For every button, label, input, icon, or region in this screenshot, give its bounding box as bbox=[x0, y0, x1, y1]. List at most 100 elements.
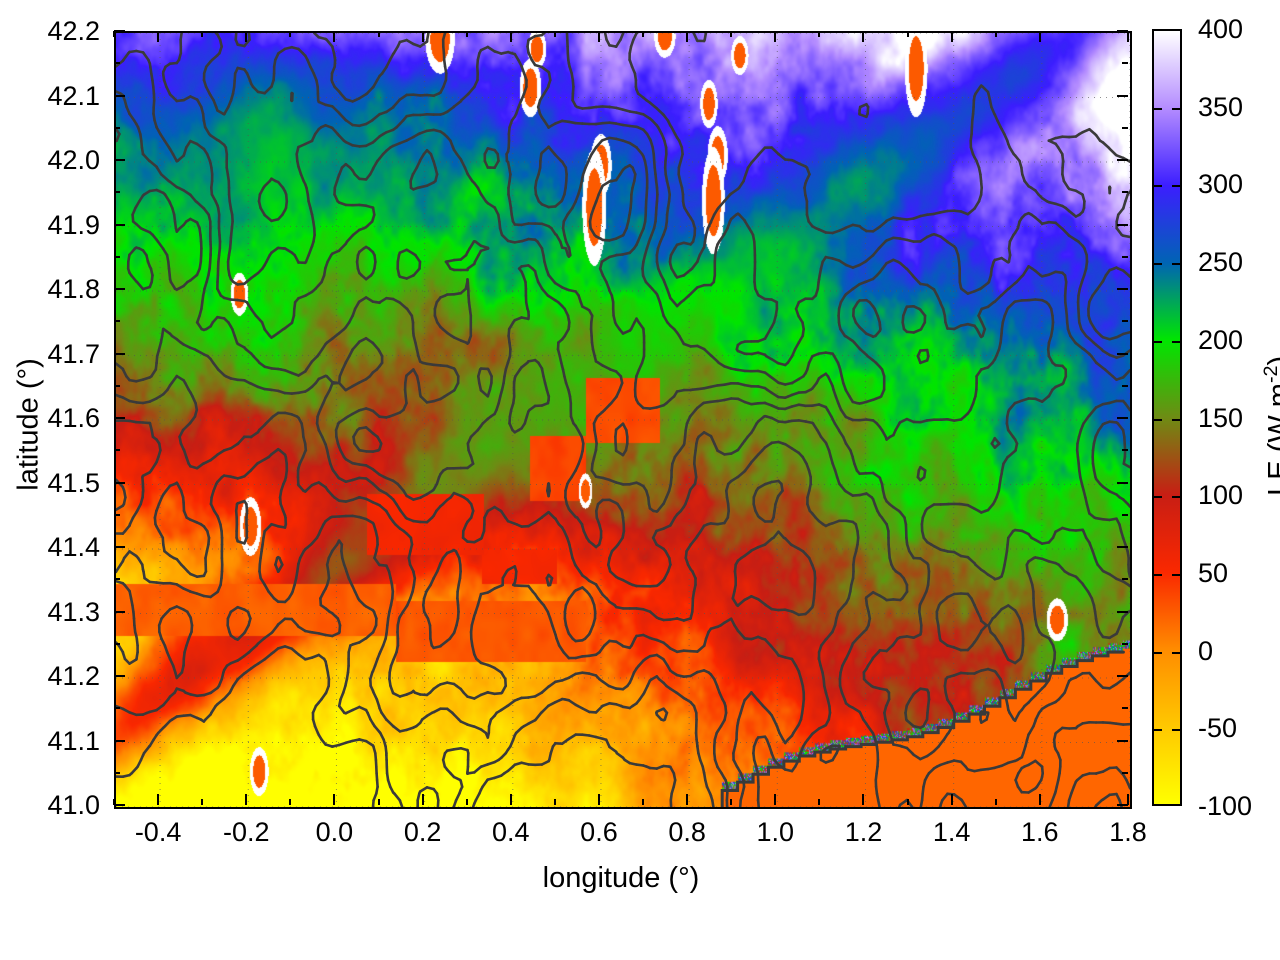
colorbar-tick-label: 50 bbox=[1198, 557, 1229, 588]
x-tick-major bbox=[1038, 794, 1041, 805]
x-tick-major-top bbox=[333, 31, 336, 42]
grid-lines bbox=[116, 33, 1130, 807]
x-tick-major bbox=[245, 794, 248, 805]
x-tick-major bbox=[686, 794, 689, 805]
y-tick-label: 41.8 bbox=[47, 274, 100, 304]
y-tick-major-right bbox=[1117, 546, 1128, 548]
y-tick-minor-right bbox=[1122, 384, 1128, 387]
y-tick-minor bbox=[114, 771, 120, 774]
y-tick-minor bbox=[114, 126, 120, 129]
colorbar-tick-label: 350 bbox=[1198, 91, 1244, 122]
x-tick-major-top bbox=[774, 31, 777, 42]
x-tick-minor bbox=[906, 799, 909, 805]
colorbar-tick bbox=[1154, 418, 1162, 421]
x-tick-minor-top bbox=[201, 31, 204, 37]
x-tick-major bbox=[421, 794, 424, 805]
y-tick-minor-right bbox=[1122, 707, 1128, 710]
x-tick-major bbox=[774, 794, 777, 805]
y-tick-minor bbox=[114, 707, 120, 710]
y-tick-label: 42.1 bbox=[47, 80, 100, 111]
colorbar-tick bbox=[1154, 107, 1162, 110]
colorbar-tick bbox=[1172, 185, 1180, 188]
x-tick-label: 0.8 bbox=[668, 817, 706, 847]
y-tick-major bbox=[114, 546, 125, 548]
y-tick-major bbox=[114, 739, 125, 742]
y-tick-major bbox=[114, 417, 125, 419]
colorbar-tick bbox=[1154, 651, 1162, 654]
y-tick-label: 42.2 bbox=[47, 16, 100, 46]
x-tick-major bbox=[157, 794, 160, 805]
y-tick-label: 41.5 bbox=[47, 467, 100, 498]
x-tick-minor-top bbox=[553, 31, 556, 37]
colorbar-tick bbox=[1172, 340, 1180, 343]
y-tick-major-right bbox=[1117, 804, 1128, 806]
y-tick-major bbox=[114, 30, 125, 32]
x-tick-label: 1.0 bbox=[756, 817, 795, 847]
colorbar-title-prefix: LE (W m bbox=[1262, 383, 1280, 496]
y-tick-label: 41.4 bbox=[47, 532, 100, 562]
x-tick-label: 1.6 bbox=[1021, 817, 1059, 847]
x-tick-major bbox=[1127, 794, 1129, 805]
y-tick-major bbox=[114, 94, 125, 97]
y-tick-major-right bbox=[1117, 94, 1128, 97]
y-tick-major-right bbox=[1117, 159, 1128, 161]
colorbar-tick bbox=[1154, 185, 1162, 188]
y-tick-minor-right bbox=[1122, 255, 1128, 258]
y-tick-major-right bbox=[1117, 417, 1128, 419]
x-tick-label: -0.2 bbox=[222, 817, 270, 847]
x-tick-minor bbox=[994, 799, 997, 805]
y-tick-minor bbox=[114, 642, 120, 645]
y-axis-title: latitude (°) bbox=[12, 358, 45, 491]
y-tick-major bbox=[114, 352, 125, 355]
y-tick-label: 42.0 bbox=[47, 145, 100, 175]
colorbar-tick bbox=[1154, 263, 1162, 266]
y-tick-major-right bbox=[1117, 30, 1128, 32]
y-tick-minor-right bbox=[1122, 513, 1128, 516]
y-tick-minor-right bbox=[1122, 126, 1128, 129]
x-tick-minor bbox=[465, 799, 468, 805]
y-tick-minor-right bbox=[1122, 771, 1128, 774]
map-plot-area bbox=[114, 31, 1132, 809]
x-tick-major bbox=[509, 794, 512, 805]
x-tick-minor bbox=[553, 799, 556, 805]
y-tick-minor-right bbox=[1122, 642, 1128, 645]
y-tick-label: 41.3 bbox=[47, 596, 100, 627]
y-tick-minor bbox=[114, 513, 120, 516]
y-tick-major-right bbox=[1117, 675, 1128, 677]
colorbar-tick-label: 100 bbox=[1198, 480, 1244, 511]
x-tick-label: 1.4 bbox=[932, 817, 971, 847]
y-tick-minor-right bbox=[1122, 449, 1128, 452]
y-tick-label: 41.2 bbox=[47, 661, 100, 691]
x-tick-label: 1.8 bbox=[1109, 817, 1147, 847]
x-tick-minor-top bbox=[906, 31, 909, 37]
y-tick-major-right bbox=[1117, 223, 1128, 226]
x-tick-minor-top bbox=[113, 31, 115, 37]
x-tick-minor bbox=[289, 799, 292, 805]
colorbar-title: LE (W m-2) bbox=[1260, 286, 1280, 566]
y-tick-minor-right bbox=[1122, 320, 1128, 323]
colorbar-tick bbox=[1172, 651, 1180, 654]
colorbar-tick bbox=[1154, 729, 1162, 732]
colorbar-title-exponent: -2 bbox=[1260, 365, 1280, 384]
x-tick-minor bbox=[113, 799, 115, 805]
colorbar-tick bbox=[1172, 573, 1180, 576]
x-tick-major bbox=[597, 794, 600, 805]
y-tick-minor bbox=[114, 449, 120, 452]
y-tick-major bbox=[114, 804, 125, 806]
x-tick-minor-top bbox=[818, 31, 821, 37]
x-tick-label: 0.0 bbox=[315, 817, 354, 847]
y-tick-major-right bbox=[1117, 481, 1128, 484]
x-tick-minor bbox=[730, 799, 733, 805]
x-tick-minor bbox=[642, 799, 645, 805]
colorbar-tick-label: -100 bbox=[1198, 791, 1253, 821]
x-tick-label: 0.4 bbox=[492, 817, 530, 847]
x-tick-minor-top bbox=[465, 31, 468, 37]
x-tick-minor bbox=[377, 799, 380, 805]
colorbar-tick bbox=[1172, 496, 1180, 499]
colorbar-tick-label: -50 bbox=[1198, 713, 1238, 744]
y-tick-minor bbox=[114, 62, 120, 65]
x-tick-minor bbox=[201, 799, 204, 805]
colorbar-tick-label: 150 bbox=[1198, 402, 1244, 433]
x-tick-major-top bbox=[245, 31, 248, 42]
